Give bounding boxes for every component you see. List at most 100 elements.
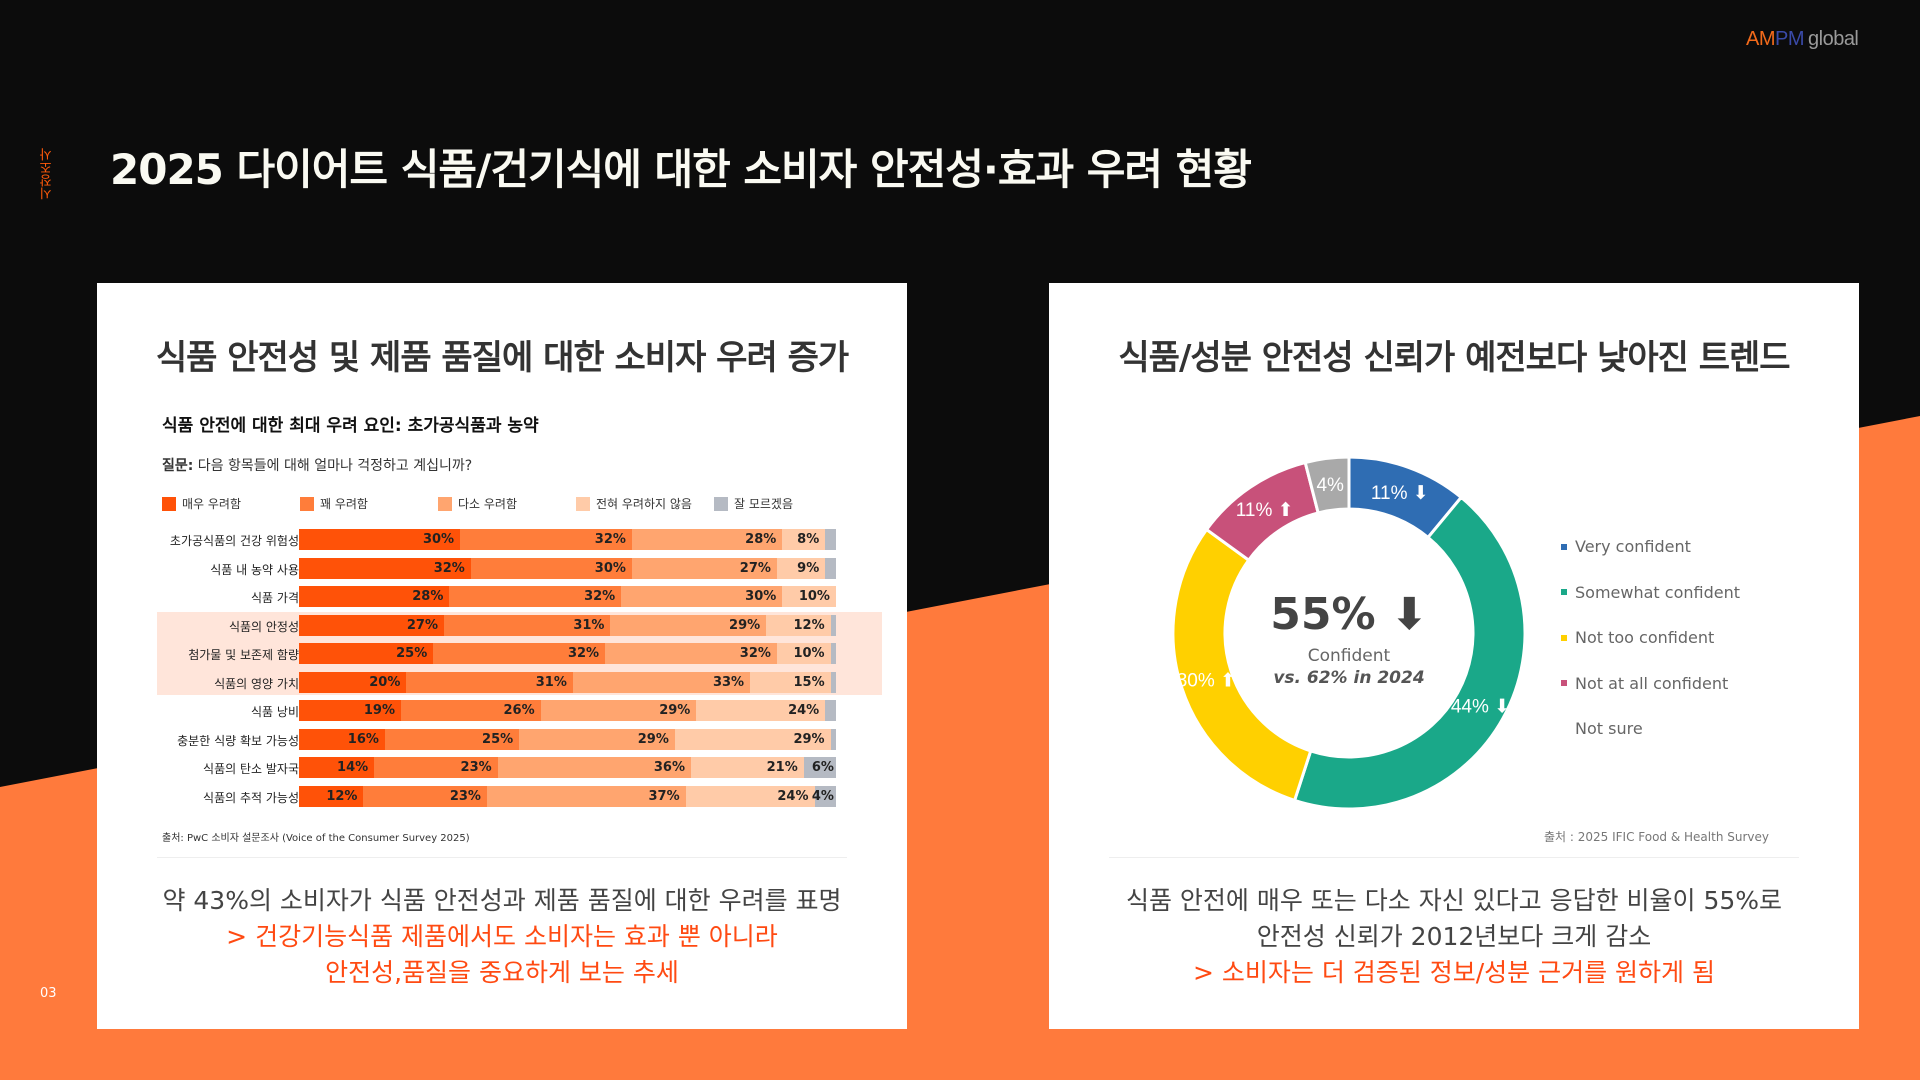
right-summary: 식품 안전에 매우 또는 다소 자신 있다고 응답한 비율이 55%로 안전성 … [1049,883,1859,991]
bar-value-label: 10% [793,646,825,661]
legend-item: 다소 우려함 [438,495,576,512]
legend-label: 다소 우려함 [458,497,518,511]
bar-row: 식품 낭비 19% 26% 29% 24% [97,700,907,721]
left-source: 출처: PwC 소비자 설문조사 (Voice of the Consumer … [162,833,470,844]
summary-highlight: > 건강기능식품 제품에서도 소비자는 효과 뿐 아니라 [226,922,778,951]
donut-center-value: 55% ⬇ [1270,589,1428,640]
legend-swatch [714,496,728,511]
bar-segment: 9% [776,557,826,579]
bar-category-label: 식품의 안정성 [228,619,299,634]
bar-value-label: 28% [745,532,777,547]
legend-item: 잘 모르겠음 [714,495,852,512]
bar-segment: 28% [299,586,450,607]
bar-value-label: 30% [594,560,626,576]
summary-line: 안전성 신뢰가 2012년보다 크게 감소 [1256,922,1652,951]
legend-swatch [300,496,314,511]
bar-segment: 33% [572,671,751,693]
ampm-global-logo: AMPM global [1746,28,1859,51]
bar-segment: 6% [803,757,836,778]
bar-row: 식품 가격 28% 32% 30% 10% [97,586,907,607]
bar-row: 충분한 식량 확보 가능성 16% 25% 29% 29% [97,728,907,750]
bar-segment: 10% [782,586,836,607]
bar-category-label: 식품 낭비 [251,705,299,719]
legend-item: 꽤 우려함 [300,495,438,512]
bar-value-label: 6% [811,760,834,775]
bar-segment: 10% [776,643,831,664]
bar-segment: 27% [631,557,777,579]
stacked-bar: 30% 32% 28% 8% [299,529,836,550]
bar-segment: 29% [674,728,831,750]
bar-segment [830,614,836,636]
legend-label: Not too confident [1575,628,1715,647]
bar-value-label: 32% [433,560,465,576]
bar-segment: 25% [299,643,434,664]
bar-value-label: 12% [326,788,358,804]
stacked-bar: 27% 31% 29% 12% [299,614,836,636]
donut-value-label: 30% ⬆ [1177,670,1236,691]
donut-legend-item: Somewhat confident [1561,583,1740,602]
donut-center-compare: vs. 62% in 2024 [1273,668,1424,688]
legend-item: 전혀 우려하지 않음 [576,495,714,512]
donut-slice [1292,495,1527,811]
bar-value-label: 25% [482,731,514,747]
bar-value-label: 36% [653,760,685,775]
legend-dot [1561,543,1567,550]
donut-legend-item: Not sure [1561,719,1643,738]
bar-segment: 15% [750,671,831,693]
bar-segment: 30% [470,557,632,579]
bar-segment: 31% [406,671,573,693]
bar-category-label: 식품의 추적 가능성 [203,790,299,805]
chart-question: 질문: 다음 항목들에 대해 얼마나 걱정하고 계십니까? [162,455,472,475]
legend-label: Very confident [1575,537,1691,556]
bar-row: 식품의 추적 가능성 12% 23% 37% 24% 4% [97,785,907,807]
bar-segment: 4% [812,785,836,807]
donut-value-label: 4% [1316,475,1344,496]
bar-value-label: 23% [449,788,481,804]
bar-segment: 24% [696,700,826,721]
bar-segment: 32% [460,529,632,550]
bar-segment: 25% [384,728,520,750]
section-label: 시장조사 [40,148,55,200]
divider [157,857,847,858]
bar-category-label: 첨가물 및 보존제 함량 [188,648,299,662]
legend-label: Somewhat confident [1575,582,1740,602]
bar-value-label: 15% [793,674,825,690]
bar-segment: 23% [363,785,487,807]
donut-chart: 11% ⬇ 44% ⬇ 30% ⬆ 11% ⬆ 4% 55% ⬇ Confidentvs. … [1171,455,1527,811]
donut-slice [1171,527,1313,803]
bar-segment: 30% [621,586,783,607]
bar-segment: 14% [299,757,375,778]
bar-row: 첨가물 및 보존제 함량 25% 32% 32% 10% [97,643,907,664]
bar-segment [825,557,836,579]
bar-value-label: 31% [535,674,567,690]
legend-swatch [576,496,590,511]
bar-value-label: 26% [503,703,535,718]
chart-subtitle: 식품 안전에 대한 최대 우려 요인: 초가공식품과 농약 [162,416,539,436]
stacked-bar: 14% 23% 36% 21% 6% [299,757,836,778]
bar-segment [830,643,836,664]
legend-dot [1561,726,1567,732]
bar-segment: 29% [610,614,767,636]
bar-row: 식품의 안정성 27% 31% 29% 12% [97,614,907,636]
legend-dot [1561,680,1567,686]
summary-line: 약 43%의 소비자가 식품 안전성과 제품 품질에 대한 우려를 표명 [162,886,842,915]
bar-segment: 27% [299,614,444,636]
bar-segment: 24% [685,785,815,807]
legend-item: 매우 우려함 [162,495,300,512]
bar-legend: 매우 우려함 꽤 우려함 다소 우려함 전혀 우려하지 않음 잘 모르겠음 [162,495,852,512]
logo-pm: PM [1775,28,1805,50]
legend-label: Not sure [1575,719,1643,738]
bar-value-label: 16% [347,731,379,747]
donut-value-label: 44% ⬇ [1451,696,1510,717]
stacked-bar: 12% 23% 37% 24% 4% [299,785,836,807]
bar-value-label: 19% [363,703,396,718]
legend-label: 매우 우려함 [182,497,242,511]
legend-dot [1561,589,1567,595]
bar-value-label: 29% [793,731,825,747]
bar-value-label: 14% [337,760,369,775]
bar-value-label: 27% [739,560,771,576]
bar-category-label: 초가공식품의 건강 위험성 [169,534,299,548]
summary-highlight: > 소비자는 더 검증된 정보/성분 근거를 원하게 됨 [1193,958,1715,987]
bar-segment: 37% [486,785,686,807]
bar-value-label: 24% [788,703,820,718]
